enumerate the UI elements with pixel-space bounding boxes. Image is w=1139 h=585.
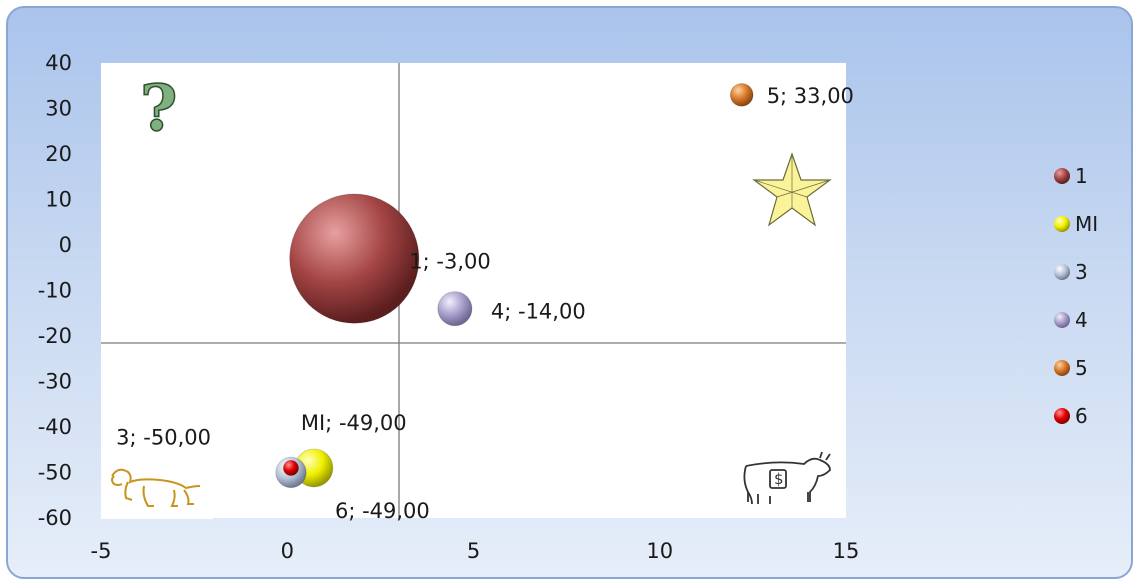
svg-text:$: $ (774, 470, 784, 488)
x-tick-label: 0 (281, 539, 294, 563)
x-axis-ticks: -5 0 5 10 15 (91, 539, 860, 563)
data-label-4: 4; -14,00 (491, 300, 586, 324)
legend-label-1: 1 (1075, 164, 1088, 188)
legend-marker-3 (1054, 264, 1070, 280)
bubbles-layer (275, 82, 754, 489)
legend-label-4: 4 (1075, 308, 1088, 332)
y-tick-label: 10 (45, 188, 72, 212)
y-tick-label: -10 (38, 279, 72, 303)
plot-area (101, 63, 846, 518)
cash-cow-icon: $ (743, 451, 831, 505)
legend-label-MI: MI (1075, 212, 1098, 236)
y-tick-label: 20 (45, 142, 72, 166)
legend-marker-4 (1054, 312, 1070, 328)
legend-marker-MI (1054, 216, 1070, 232)
data-label-5: 5; 33,00 (767, 84, 854, 108)
star-icon (752, 152, 832, 227)
x-tick-label: 10 (646, 539, 673, 563)
legend-marker-1 (1054, 168, 1070, 184)
bubble-6 (282, 459, 300, 477)
data-label-1: 1; -3,00 (409, 250, 490, 274)
legend-label-6: 6 (1075, 404, 1088, 428)
y-tick-label: -50 (38, 461, 72, 485)
svg-text:?: ? (140, 71, 178, 146)
data-labels-layer: 1; -3,00 MI; -49,00 3; -50,00 4; -14,00 5; 3… (116, 84, 854, 523)
y-axis-ticks: 40 30 20 10 0 -10 -20 -30 -40 -50 -60 (38, 51, 72, 530)
question-mark-icon: ? (139, 70, 178, 147)
bubble-1 (289, 193, 420, 324)
legend: 1 MI 3 4 5 6 (1054, 164, 1098, 428)
dog-icon (111, 468, 201, 507)
y-tick-label: 0 (59, 233, 72, 257)
data-label-6: 6; -49,00 (335, 499, 430, 523)
x-tick-label: -5 (91, 539, 112, 563)
y-tick-label: 40 (45, 51, 72, 75)
y-tick-label: -20 (38, 324, 72, 348)
y-tick-label: 30 (45, 97, 72, 121)
bubble-4 (437, 291, 473, 327)
legend-marker-5 (1054, 360, 1070, 376)
y-tick-label: -60 (38, 506, 72, 530)
y-tick-label: -30 (38, 370, 72, 394)
bubble-5 (729, 82, 754, 107)
data-label-3: 3; -50,00 (116, 426, 211, 450)
x-tick-label: 15 (833, 539, 860, 563)
data-label-MI: MI; -49,00 (301, 411, 407, 435)
legend-marker-6 (1054, 408, 1070, 424)
y-tick-label: -40 (38, 415, 72, 439)
x-tick-label: 5 (467, 539, 480, 563)
legend-label-3: 3 (1075, 260, 1088, 284)
legend-label-5: 5 (1075, 356, 1088, 380)
